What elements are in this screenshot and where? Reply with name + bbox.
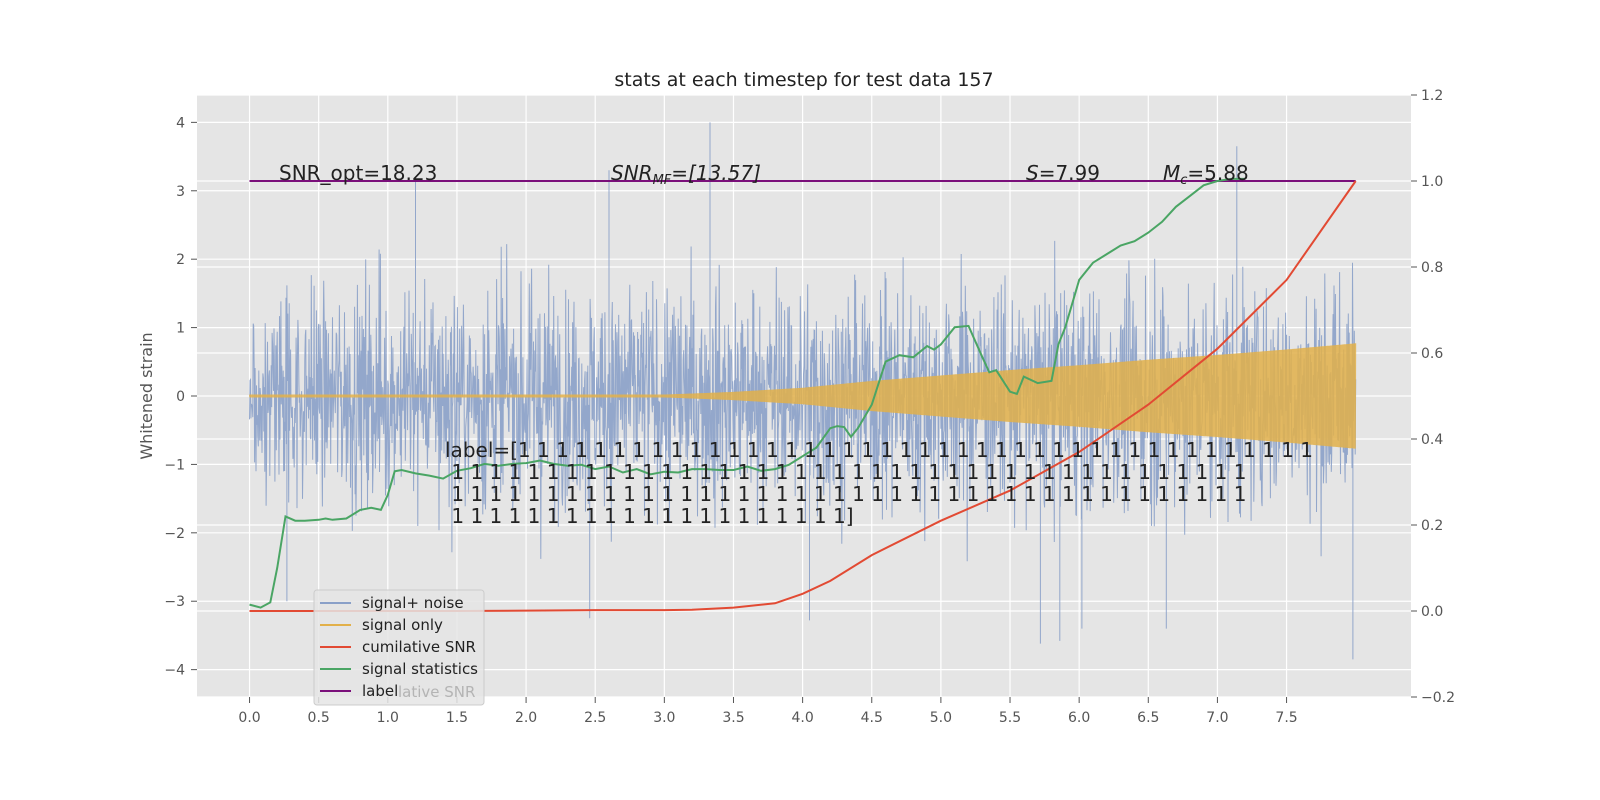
chart-title: stats at each timestep for test data 157 (614, 69, 993, 91)
mc-sub: c (1180, 173, 1187, 188)
signal-only-line (249, 343, 1357, 449)
y2-tick-label: 1.2 (1421, 88, 1443, 104)
y-tick-label: −4 (164, 663, 185, 679)
y-tick-label: 1 (176, 321, 185, 337)
label-annotation-line-1: label=[1 1 1 1 1 1 1 1 1 1 1 1 1 1 1 1 1… (445, 438, 1313, 462)
y2-tick-label: 0.8 (1421, 260, 1443, 276)
y-tick-label: 4 (176, 115, 185, 131)
snr-mf-annotation: SNRMF=[13.57] (611, 161, 761, 188)
s-annotation: S=7.99 (1026, 161, 1100, 185)
y2-tick-label: 0.4 (1421, 432, 1443, 448)
s-symbol: S (1026, 161, 1039, 185)
legend-items: signal+ noise signal only cumilative SNR si… (320, 594, 478, 700)
label-annotation-line-4: 1 1 1 1 1 1 1 1 1 1 1 1 1 1 1 1 1 1 1 1 … (445, 504, 854, 528)
legend-label: label (362, 682, 398, 700)
legend-box (313, 589, 485, 706)
axis-ticks: 0.0 0.5 1.0 1.5 2.0 2.5 3.0 3.5 4.0 4.5 5.0 5.5 6.0 6… (164, 88, 1455, 726)
x-tick-label: 1.5 (446, 710, 468, 726)
y2-tick-label: 1.0 (1421, 174, 1443, 190)
y-tick-label: 0 (176, 389, 185, 405)
snr-mf-sub: MF (653, 173, 672, 188)
x-tick-label: 2.0 (515, 710, 537, 726)
snr-mf-value: =[13.57] (671, 161, 761, 185)
legend-label: signal only (362, 616, 443, 634)
signal-noise-line (249, 122, 1357, 660)
legend-label: signal+ noise (362, 594, 464, 612)
mc-annotation: Mc=5.88 (1163, 161, 1249, 188)
legend-label: cumilative SNR (362, 638, 476, 656)
series-signal-noise (249, 122, 1357, 660)
legend: lative SNR signal+ noise signal only cumil… (313, 589, 485, 706)
y2-tick-label: 0.6 (1421, 346, 1443, 362)
mc-value: =5.88 (1187, 161, 1248, 185)
y2-tick-label: −0.2 (1421, 690, 1455, 706)
y-tick-label: −2 (164, 526, 185, 542)
label-annotation-line-2: 1 1 1 1 1 1 1 1 1 1 1 1 1 1 1 1 1 1 1 1 … (445, 460, 1246, 484)
x-tick-label: 2.5 (584, 710, 606, 726)
y-axis-label: Whitened strain (137, 332, 156, 459)
x-tick-label: 4.0 (791, 710, 813, 726)
x-tick-label: 3.5 (722, 710, 744, 726)
y2-tick-label: 0.2 (1421, 518, 1443, 534)
s-value: =7.99 (1039, 161, 1100, 185)
x-tick-label: 5.0 (930, 710, 952, 726)
x-tick-label: 3.0 (653, 710, 675, 726)
x-tick-label: 1.0 (377, 710, 399, 726)
series-signal-only (249, 343, 1357, 449)
x-tick-label: 6.5 (1137, 710, 1159, 726)
snr-opt-annotation: SNR_opt=18.23 (279, 161, 437, 185)
x-tick-label: 0.5 (308, 710, 330, 726)
x-tick-label: 7.5 (1275, 710, 1297, 726)
x-tick-label: 7.0 (1206, 710, 1228, 726)
x-tick-label: 5.5 (999, 710, 1021, 726)
y-tick-label: −1 (164, 457, 185, 473)
legend-ghost-text: lative SNR (398, 683, 475, 701)
y-tick-label: 2 (176, 252, 185, 268)
x-tick-label: 0.0 (238, 710, 260, 726)
legend-label: signal statistics (362, 660, 478, 678)
y-tick-label: 3 (176, 184, 185, 200)
snr-mf-prefix: SNR (611, 161, 653, 185)
x-tick-label: 4.5 (861, 710, 883, 726)
annotations: SNR_opt=18.23 SNRMF=[13.57] S=7.99 Mc=5.… (279, 161, 1313, 528)
y-tick-label: −3 (164, 594, 185, 610)
x-tick-label: 6.0 (1068, 710, 1090, 726)
label-annotation-line-3: 1 1 1 1 1 1 1 1 1 1 1 1 1 1 1 1 1 1 1 1 … (445, 482, 1246, 506)
signal-statistics-line (249, 177, 1246, 609)
mc-symbol: M (1163, 161, 1180, 185)
y2-tick-label: 0.0 (1421, 604, 1443, 620)
